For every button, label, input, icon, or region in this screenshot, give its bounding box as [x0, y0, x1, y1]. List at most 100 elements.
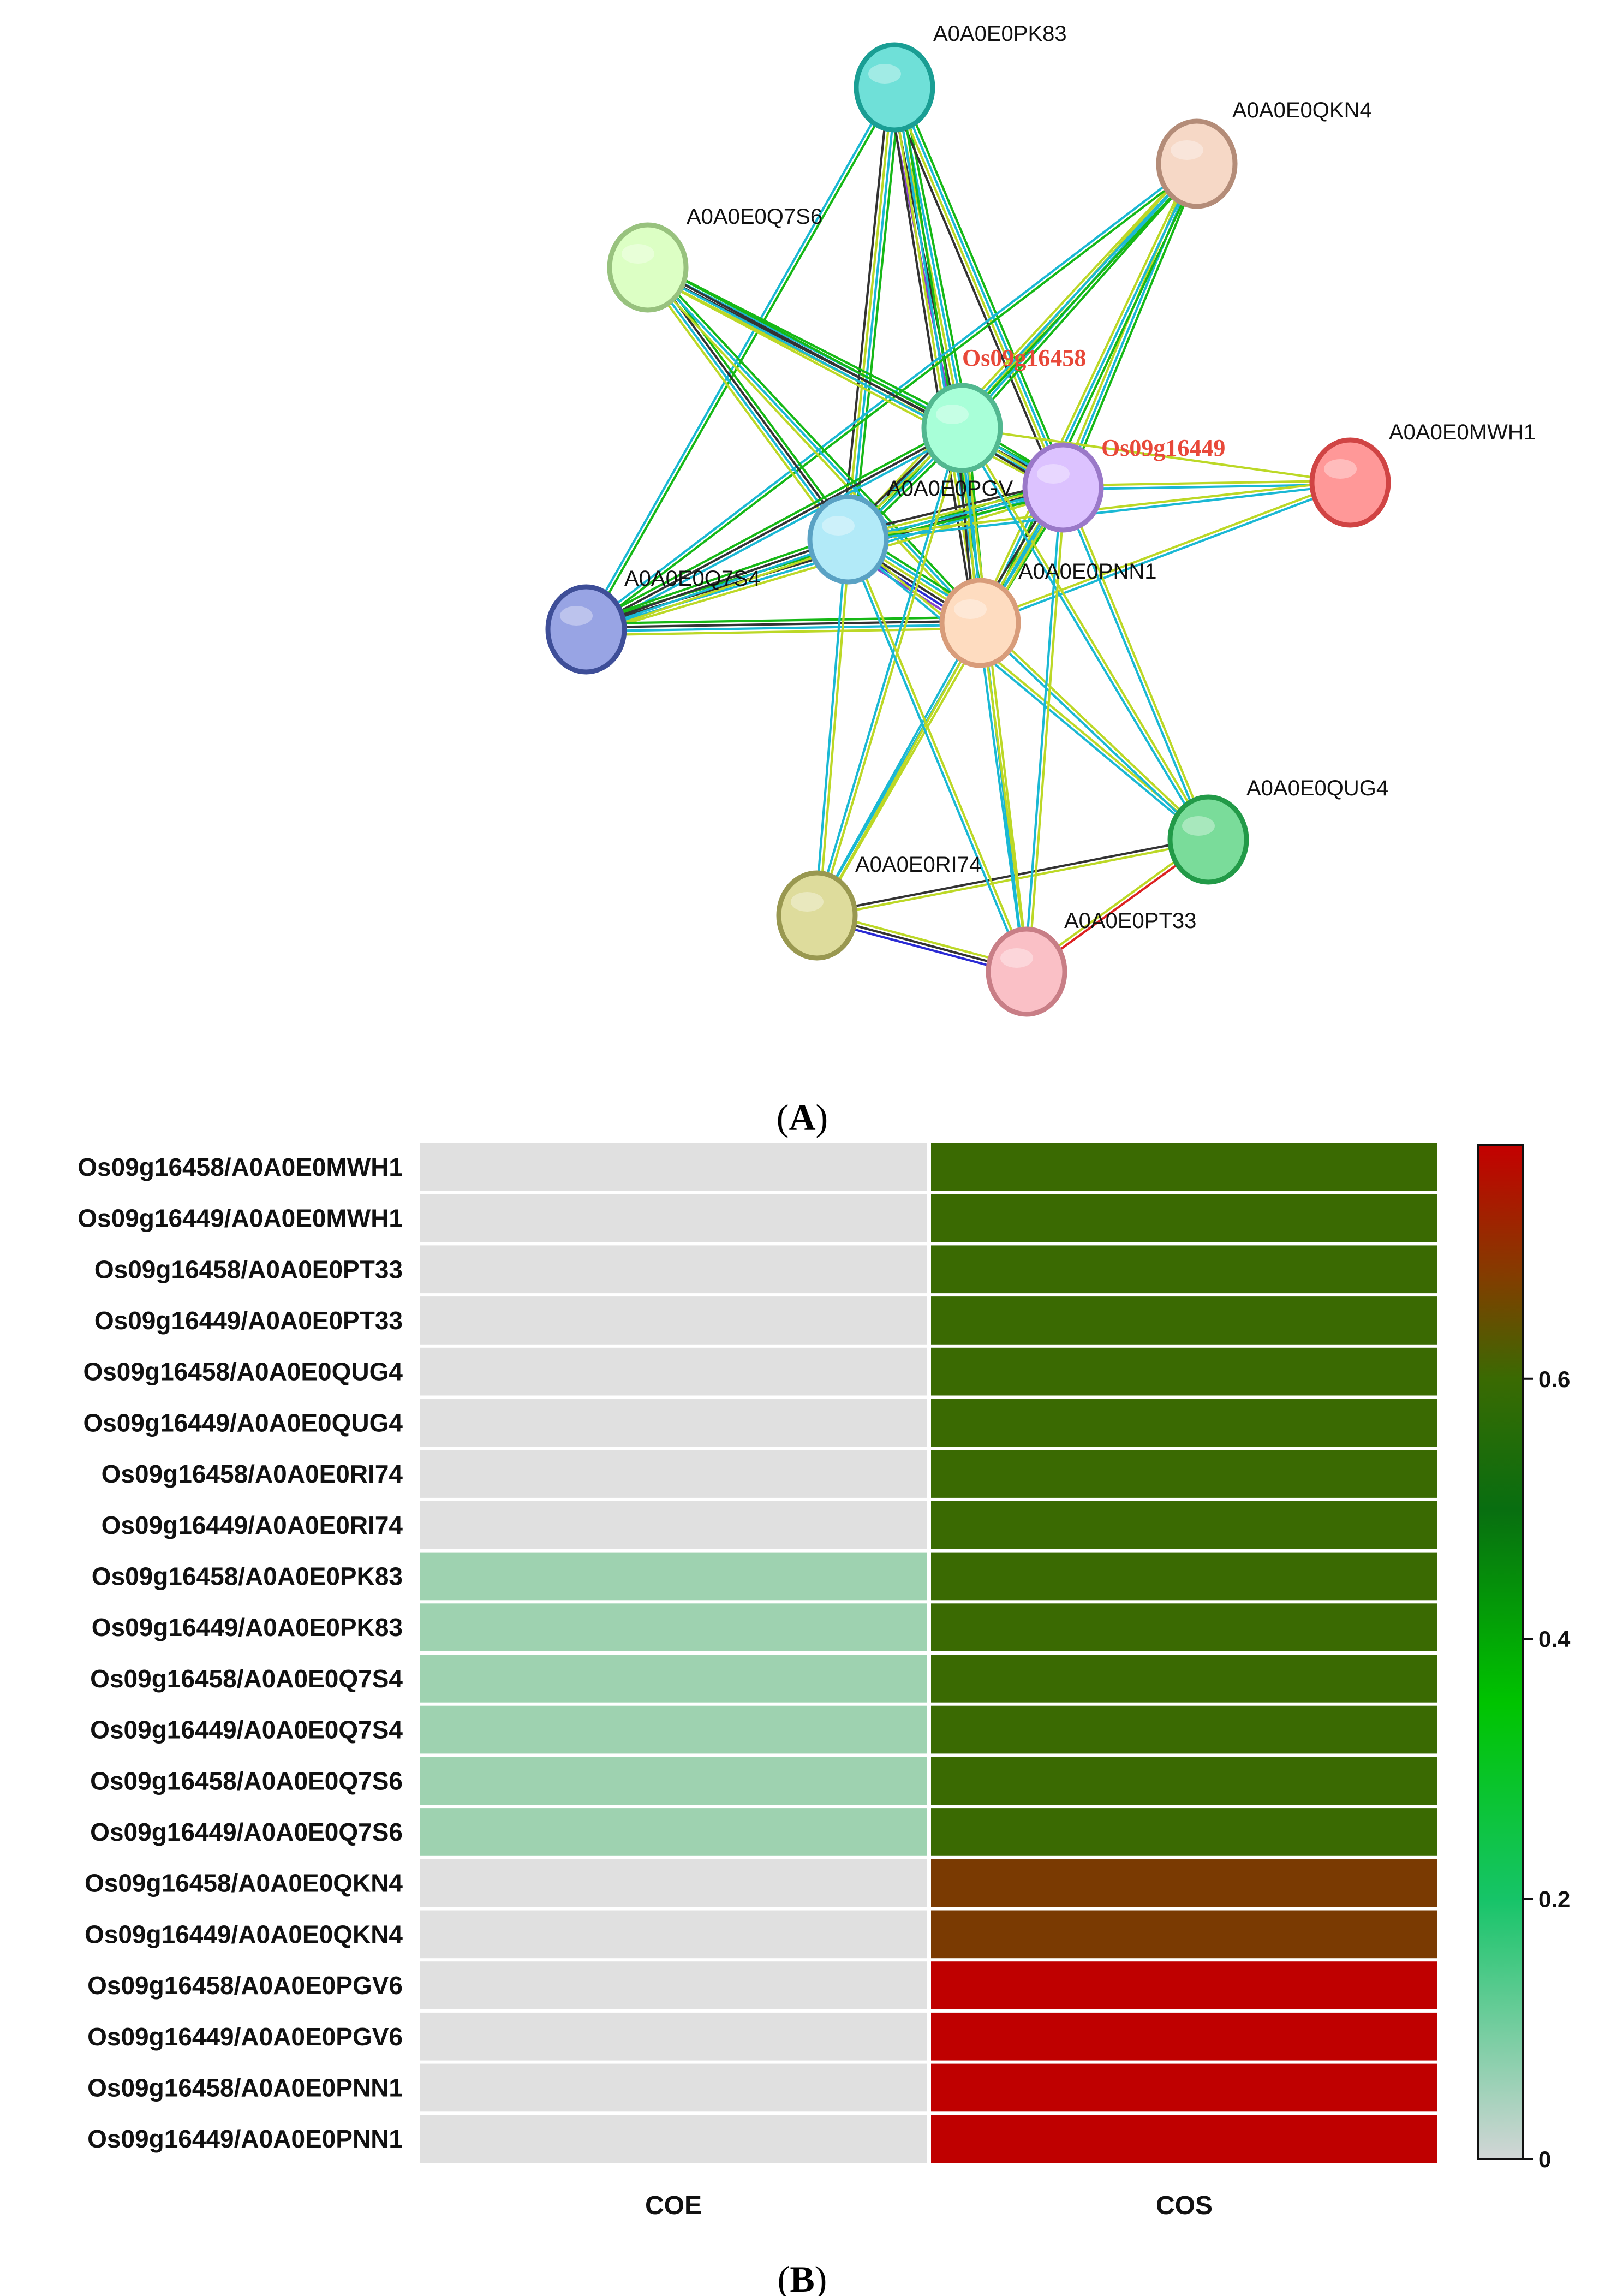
heatmap-cell-cos-14 [931, 1859, 1437, 1907]
heatmap-cell-cos-5 [931, 1399, 1437, 1447]
network-edge-qug4-g16458 [962, 426, 1212, 840]
heatmap-cell-cos-12 [931, 1757, 1437, 1805]
node-label: A0A0E0PK83 [933, 22, 1067, 46]
node-label: A0A0E0PT33 [1064, 909, 1196, 933]
network-node-pt33[interactable]: A0A0E0PT33 [986, 909, 1196, 1017]
network-edge-qkn4-pgv6 [844, 160, 1195, 538]
network-edge-qkn4-g16458 [964, 165, 1201, 432]
heatmap-cell-coe-15 [420, 1910, 927, 1959]
network-node-pgv6[interactable]: A0A0E0PGV [807, 477, 1013, 585]
network-node-g16458[interactable]: Os09g16458 [921, 344, 1086, 473]
heatmap-cell-cos-10 [931, 1655, 1437, 1703]
heatmap-cell-cos-6 [931, 1450, 1437, 1498]
heatmap-cell-cos-17 [931, 2012, 1437, 2061]
network-edge-q7s4-pgv6 [583, 532, 848, 626]
network-edge-q7s4-g16458 [584, 426, 964, 631]
network-edge-q7s4-pgv6 [586, 540, 850, 633]
network-node-pnn1[interactable]: A0A0E0PNN1 [939, 560, 1156, 668]
network-edge-q7s4-pgv6 [587, 543, 851, 637]
node-circle [921, 383, 1003, 473]
node-highlight [791, 892, 824, 912]
heatmap-cell-coe-1 [420, 1194, 927, 1242]
heatmap-row-label: Os09g16449/A0A0E0QUG4 [83, 1408, 403, 1437]
heatmap-row-labels: Os09g16458/A0A0E0MWH1 Os09g16449/A0A0E0MW… [77, 1153, 403, 2153]
network-node-g16449[interactable]: Os09g16449 [1022, 435, 1225, 533]
node-highlight [560, 606, 593, 626]
network-edge-q7s4-pnn1 [584, 616, 981, 625]
heatmap-cell-coe-12 [420, 1757, 927, 1805]
heatmap-row-label: Os09g16449/A0A0E0PGV6 [87, 2023, 403, 2051]
node-highlight [1000, 948, 1033, 968]
node-label: A0A0E0Q7S6 [687, 205, 822, 229]
heatmap-row-label: Os09g16449/A0A0E0Q7S4 [90, 1716, 403, 1744]
colorbar-tick-label: 0 [1538, 2146, 1551, 2172]
network-node-q7s6[interactable]: A0A0E0Q7S6 [607, 205, 822, 313]
node-label: Os09g16458 [962, 344, 1086, 371]
network-edge-pt33-pgv6 [845, 539, 1026, 974]
heatmap-column-labels: COE COS [645, 2191, 1213, 2220]
network-node-q7s4[interactable]: A0A0E0Q7S4 [545, 567, 760, 675]
network-edge-qug4-pnn1 [980, 620, 1211, 840]
network-edge-pt33-pnn1 [981, 621, 1030, 973]
node-label: Os09g16449 [1101, 435, 1225, 461]
network-edge-pk83-q7s4 [586, 87, 898, 632]
network-edge-pk83-pgv6 [845, 86, 894, 540]
node-highlight [936, 405, 969, 424]
heatmap-cell-coe-8 [420, 1552, 927, 1601]
network-edge-ri74-pnn1 [814, 621, 980, 916]
network-edge-q7s6-pgv6 [642, 270, 845, 544]
network-edge-q7s4-g16458 [587, 430, 965, 634]
node-label: A0A0E0MWH1 [1389, 420, 1536, 444]
node-label: A0A0E0QUG4 [1246, 776, 1388, 800]
network-edge-pt33-g16458 [963, 426, 1030, 973]
network-edge-qug4-pgv6 [848, 537, 1211, 840]
heatmap-cell-cos-2 [931, 1245, 1437, 1294]
colorbar: 0 0.2 0.4 0.6 [1477, 1144, 1571, 2172]
heatmap-cell-coe-18 [420, 2063, 927, 2112]
heatmap-cell-coe-0 [420, 1143, 927, 1191]
heatmap-row-label: Os09g16449/A0A0E0Q7S6 [90, 1818, 403, 1846]
network-edge-ri74-pnn1 [817, 622, 983, 918]
node-highlight [822, 516, 855, 536]
node-circle [1156, 118, 1238, 209]
network-edge-q7s6-pgv6 [645, 267, 848, 542]
heatmap-row-label: Os09g16458/A0A0E0Q7S6 [90, 1766, 403, 1795]
network-edge-qug4-pnn1 [977, 623, 1208, 842]
node-label: A0A0E0PGV [887, 477, 1013, 501]
network-nodes: A0A0E0PK83 A0A0E0QKN4 A0A0E0Q7S6 Os09g16458… [545, 22, 1536, 1017]
network-edge-ri74-pgv6 [818, 538, 851, 917]
network-node-mwh1[interactable]: A0A0E0MWH1 [1309, 420, 1536, 528]
network-edge-qkn4-pgv6 [846, 162, 1198, 541]
panel-a-network: A0A0E0PK83 A0A0E0QKN4 A0A0E0Q7S6 Os09g16458… [545, 22, 1536, 1017]
network-edge-mwh1-pnn1 [978, 479, 1351, 622]
heatmap-cell-coe-3 [420, 1296, 927, 1345]
node-label: A0A0E0Q7S4 [624, 567, 760, 591]
heatmap-row-label: Os09g16458/A0A0E0PGV6 [87, 1971, 403, 2000]
network-edge-pt33-pnn1 [977, 622, 1026, 973]
heatmap-row-label: Os09g16449/A0A0E0QKN4 [85, 1920, 403, 1948]
network-edge-pk83-g16449 [895, 85, 1066, 488]
heatmap-cell-coe-10 [420, 1655, 927, 1703]
network-edge-pt33-pgv6 [849, 537, 1030, 972]
network-edge-q7s6-pnn1 [649, 264, 985, 622]
network-edge-pk83-pgv6 [841, 85, 890, 540]
heatmap-row-label: Os09g16458/A0A0E0PK83 [92, 1562, 403, 1590]
node-highlight [1324, 459, 1357, 479]
node-label: A0A0E0QKN4 [1232, 98, 1372, 122]
network-edge-pt33-g16449 [1023, 486, 1063, 973]
network-node-pk83[interactable]: A0A0E0PK83 [854, 22, 1067, 133]
network-edge-q7s4-pnn1 [584, 623, 982, 633]
network-edge-pk83-g16449 [891, 87, 1063, 490]
network-edge-qkn4-pnn1 [982, 164, 1202, 626]
network-node-qkn4[interactable]: A0A0E0QKN4 [1156, 98, 1372, 209]
heatmap-row-label: Os09g16449/A0A0E0RI74 [102, 1511, 403, 1539]
colorbar-tick-label: 0.4 [1538, 1626, 1571, 1652]
network-node-qug4[interactable]: A0A0E0QUG4 [1167, 776, 1388, 885]
panel-b-caption: (B) [778, 2258, 827, 2296]
network-node-ri74[interactable]: A0A0E0RI74 [776, 853, 981, 961]
panel-a-letter: A [789, 1097, 815, 1138]
network-edge-mwh1-pgv6 [847, 483, 1352, 543]
node-circle [1309, 437, 1391, 528]
node-circle [545, 584, 627, 675]
